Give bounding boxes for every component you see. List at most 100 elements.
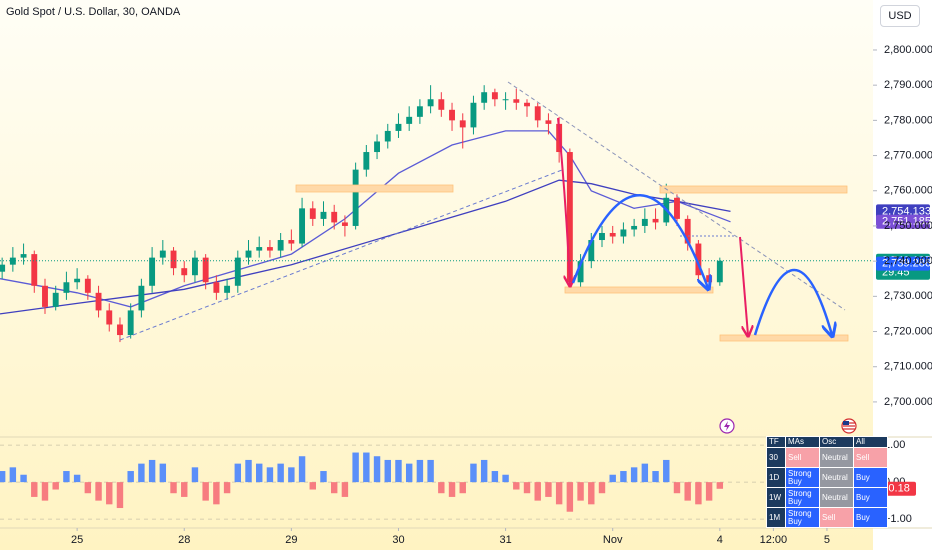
histogram-bar [438, 482, 445, 494]
candle-body [106, 310, 113, 325]
histogram-bar [663, 459, 670, 483]
arrow [739, 236, 748, 335]
value-label: −0.18 [882, 483, 910, 495]
table-header-cell: Osc [819, 436, 854, 448]
histogram-bar [588, 482, 595, 505]
table-header-cell: TF [766, 436, 786, 448]
table-header-cell: MAs [785, 436, 820, 448]
candle-body [470, 102, 477, 128]
candle-body [706, 275, 713, 283]
table-header-row: TF MAs Osc All [766, 436, 888, 448]
candle-body [0, 264, 6, 272]
x-tick-label: 25 [71, 534, 83, 546]
oscillator-pane [0, 444, 873, 520]
x-tick-label: 31 [499, 534, 511, 546]
projection-arc [753, 269, 832, 335]
x-tick-label: 28 [178, 534, 190, 546]
histogram-bar [470, 463, 477, 483]
flag-canton [843, 421, 849, 425]
histogram-bar [555, 482, 563, 505]
histogram-bar [416, 459, 424, 483]
x-tick-label: Nov [603, 534, 623, 546]
histogram-bar [148, 459, 156, 483]
histogram-bar [373, 456, 381, 483]
candle-body [320, 211, 327, 219]
candle-body [684, 218, 691, 244]
candle-body [245, 250, 252, 258]
candle-body [95, 292, 102, 311]
histogram-bar [223, 482, 231, 494]
x-tick-label: 5 [824, 534, 830, 546]
table-cell: Buy [853, 507, 888, 528]
histogram-bar [298, 456, 306, 483]
table-header-cell: All [853, 436, 888, 448]
table-cell: Neutral [819, 447, 854, 468]
candle-body [74, 278, 81, 283]
candle-body [588, 240, 595, 262]
candle-body [117, 324, 123, 336]
histogram-bar [84, 482, 92, 494]
candle-body [138, 285, 145, 311]
candle-body [631, 225, 638, 230]
histogram-bar [41, 482, 49, 501]
table-cell: Sell [819, 507, 854, 528]
candle-body [513, 99, 520, 103]
price-label: 2,754.133 [882, 205, 931, 217]
histogram-bar [630, 467, 638, 483]
currency-button[interactable]: USD [880, 5, 920, 27]
candle-body [449, 109, 455, 121]
histogram-bar [577, 482, 584, 501]
zone [659, 185, 848, 194]
histogram-bar [170, 482, 177, 494]
table-cell: 1W [766, 487, 786, 508]
candle-body [620, 229, 627, 237]
histogram-bar [459, 482, 466, 494]
histogram-bar [309, 482, 316, 490]
candle-body [331, 211, 338, 223]
candle-body [84, 278, 91, 293]
symbol-title: Gold Spot / U.S. Dollar, 30, OANDA [6, 6, 181, 18]
table-cell: 30 [766, 447, 786, 468]
histogram-bar [9, 467, 17, 483]
price-label: 2,751.185 [882, 216, 931, 228]
candle-body [234, 257, 241, 286]
table-cell: Strong Buy [785, 467, 820, 488]
histogram-bar [566, 482, 574, 512]
candle-body [20, 254, 27, 258]
table-cell: Neutral [819, 487, 854, 508]
histogram-bar [363, 452, 370, 483]
candle-body [395, 123, 402, 131]
histogram-bar [245, 459, 252, 483]
histogram-bar [502, 474, 509, 483]
projection-arc [571, 194, 708, 288]
candle-body [299, 208, 306, 244]
candle-body [374, 141, 380, 153]
trendline [119, 169, 563, 341]
candle-body [42, 285, 48, 307]
histogram-bar [213, 482, 220, 505]
histogram-bar [352, 452, 359, 483]
candle-body [352, 169, 359, 226]
candle-body [192, 257, 198, 276]
candle-body [502, 99, 509, 101]
histogram-bar [716, 482, 724, 489]
candle-body [159, 250, 166, 258]
histogram-bar [277, 463, 284, 483]
table-cell: Sell [853, 447, 888, 468]
histogram-bar [288, 467, 295, 483]
y-tick-label: 2,800.000 [884, 44, 932, 56]
price-label-box [876, 256, 930, 271]
y-tick-label: 2,750.000 [884, 220, 932, 232]
histogram-bar [256, 463, 263, 483]
table-cell: Buy [853, 467, 888, 488]
y-tick-label: 2,740.000 [884, 255, 932, 267]
candle-body [416, 106, 423, 117]
drawings [119, 81, 849, 342]
candle-body [524, 102, 530, 107]
event-icons [719, 418, 857, 434]
histogram-bar [705, 482, 713, 501]
histogram-bar [31, 482, 38, 497]
histogram-bar [427, 459, 434, 483]
